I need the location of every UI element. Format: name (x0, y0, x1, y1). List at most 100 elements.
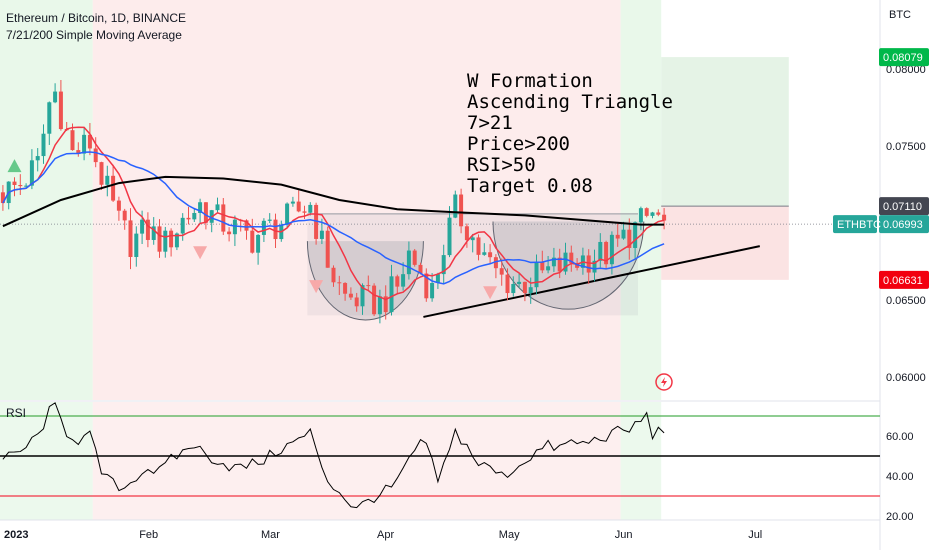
candle-down (244, 220, 249, 231)
chart-title: Ethereum / Bitcoin, 1D, BINANCE (6, 11, 186, 25)
candle-up (105, 175, 110, 185)
price-axis-tick: 0.08000 (886, 64, 926, 76)
annotation-line-6: Target 0.08 (467, 175, 593, 197)
candle-down (331, 267, 336, 283)
candle-up (232, 219, 237, 235)
candle-down (522, 281, 527, 294)
rsi-bg-region-red (92, 402, 621, 520)
candle-down (499, 268, 504, 275)
candle-up (151, 226, 156, 240)
candle-down (273, 219, 278, 240)
candle-down (314, 204, 319, 239)
axes: 0.080000.075000.070000.065000.0600060.00… (4, 48, 929, 541)
candle-down (337, 282, 342, 284)
candle-up (534, 262, 539, 288)
candle-up (453, 194, 458, 218)
sell-signal-marker (309, 280, 324, 294)
candle-up (435, 274, 440, 284)
stop-zone (661, 206, 789, 280)
candle-up (24, 185, 29, 187)
candle-up (551, 257, 556, 267)
candle-up (261, 220, 266, 235)
candle-up (621, 229, 626, 239)
candle-down (128, 220, 133, 257)
candle-down (87, 134, 92, 149)
candle-up (290, 201, 295, 204)
candle-up (29, 160, 34, 186)
rsi-bg-region-green (0, 402, 93, 520)
annotation-line-5: RSI>50 (467, 154, 536, 176)
annotation-line-4: Price>200 (467, 133, 570, 155)
candle-up (267, 219, 272, 221)
annotation-line-1: W Formation (467, 70, 593, 92)
candle-up (35, 156, 40, 161)
candle-up (470, 237, 475, 241)
candle-down (412, 250, 417, 265)
candle-down (464, 226, 469, 241)
candle-down (0, 192, 5, 204)
candle-down (505, 274, 510, 294)
annotation-line-3: 7>21 (467, 112, 513, 134)
sma200-line (2, 175, 665, 228)
candle-up (256, 234, 261, 253)
moving-average-lines (2, 126, 665, 301)
rsi-pane (0, 402, 880, 509)
candle-up (441, 255, 446, 275)
candle-up (517, 281, 522, 284)
candle-up (285, 203, 290, 225)
candle-down (203, 202, 208, 223)
indicator-label: 7/21/200 Simple Moving Average (6, 28, 182, 42)
candle-down (366, 285, 371, 287)
candle-down (18, 184, 23, 187)
candle-up (140, 219, 145, 234)
candle-down (424, 273, 429, 299)
price-axis-tick: 0.07500 (886, 141, 926, 153)
candle-down (557, 257, 562, 272)
rsi-bg-region-green (620, 402, 662, 520)
annotation-block: W Formation Ascending Triangle 7>21 Pric… (467, 70, 673, 197)
candle-up (215, 204, 220, 211)
candle-down (157, 226, 162, 252)
candle-up (482, 252, 487, 255)
candle-up (563, 252, 568, 272)
candle-down (615, 234, 620, 239)
candle-down (644, 208, 649, 216)
last-price-badge: 0.06993 (883, 219, 923, 231)
candle-down (111, 175, 116, 201)
candle-down (662, 214, 667, 221)
candle-down (354, 297, 359, 307)
symbol-badge: ETHBTC (837, 219, 881, 231)
candle-down (372, 285, 377, 315)
rsi-axis-tick: 40.00 (886, 471, 914, 483)
candle-up (53, 91, 58, 103)
bg-region-red (92, 0, 621, 400)
sma7-line (2, 126, 665, 301)
candle-down (145, 219, 150, 240)
price-axis-tick: 0.06500 (886, 295, 926, 307)
entry-price-badge-bg (879, 197, 929, 216)
candle-up (308, 204, 313, 213)
candle-down (459, 194, 464, 227)
candle-up (41, 133, 46, 157)
last-price-badge-bg (879, 215, 929, 234)
buy-signal-marker (7, 159, 22, 173)
candle-up (192, 212, 197, 220)
candle-down (476, 237, 481, 255)
candle-down (395, 276, 400, 287)
candle-down (169, 230, 174, 248)
sell-signal-marker (483, 286, 498, 300)
date-axis-tick: Feb (139, 529, 158, 541)
candle-down (325, 230, 330, 268)
candle-up (430, 283, 435, 299)
candle-down (569, 252, 574, 263)
flash-icon[interactable] (655, 373, 673, 391)
stop-price-badge: 0.06631 (883, 275, 923, 287)
candle-down (221, 204, 226, 232)
target-price-badge: 0.08079 (883, 52, 923, 64)
annotation-line-2: Ascending Triangle (467, 91, 673, 113)
sma21-line (2, 151, 665, 285)
candle-down (93, 148, 98, 163)
ascending-support-line (423, 245, 761, 318)
date-axis-tick: Apr (377, 529, 394, 541)
